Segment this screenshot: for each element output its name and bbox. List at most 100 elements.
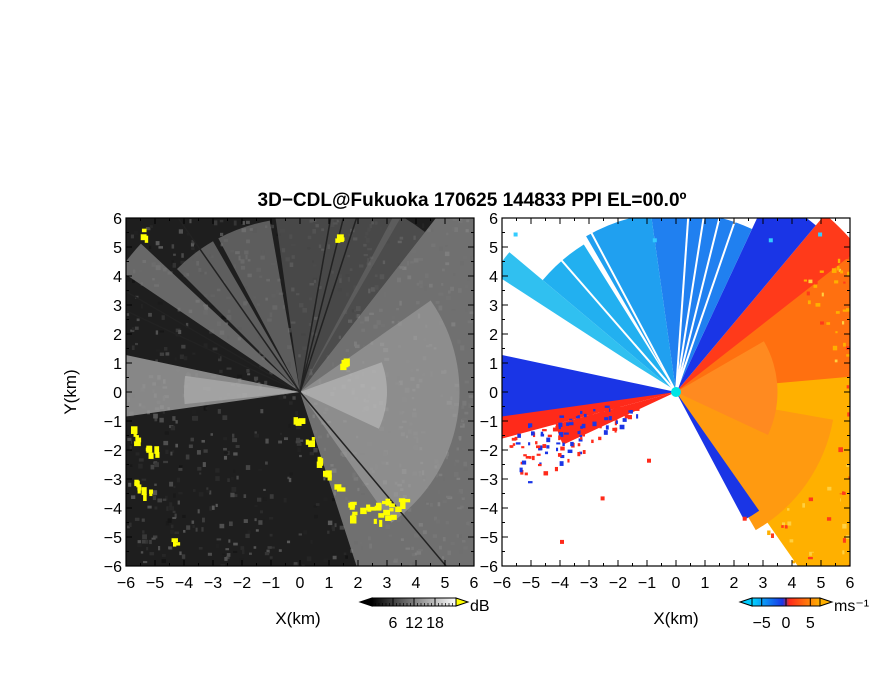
velocity-speck bbox=[604, 405, 610, 408]
velocity-speck bbox=[566, 422, 570, 426]
velocity-speck bbox=[544, 451, 549, 455]
velocity-speck bbox=[543, 417, 547, 421]
noise-speck bbox=[159, 330, 164, 333]
noise-speck bbox=[130, 329, 135, 332]
velocity-speck bbox=[837, 463, 842, 469]
velocity-speck bbox=[570, 441, 574, 447]
overflow-patch bbox=[374, 505, 382, 511]
noise-speck bbox=[332, 497, 336, 502]
noise-speck bbox=[227, 450, 230, 455]
velocity-speck bbox=[846, 398, 849, 403]
velocity-speck bbox=[819, 270, 824, 273]
velocity-speck bbox=[535, 445, 541, 449]
noise-speck bbox=[186, 525, 191, 530]
velocity-speck bbox=[876, 290, 880, 294]
velocity-speck bbox=[575, 428, 580, 432]
velocity-speck bbox=[619, 402, 623, 406]
noise-speck bbox=[248, 552, 252, 555]
noise-speck bbox=[190, 437, 194, 442]
velocity-speck bbox=[859, 286, 861, 288]
noise-speck bbox=[135, 452, 140, 456]
y-tick-label: 6 bbox=[489, 211, 498, 228]
velocity-speck bbox=[817, 549, 821, 553]
noise-speck bbox=[149, 225, 153, 229]
noise-speck bbox=[138, 458, 144, 462]
noise-speck bbox=[314, 514, 318, 519]
velocity-speck bbox=[859, 435, 864, 438]
colorbar-tick-label: 5 bbox=[806, 615, 815, 632]
y-tick-label: 4 bbox=[489, 269, 498, 286]
velocity-speck bbox=[835, 486, 840, 491]
overflow-patch bbox=[385, 515, 392, 521]
velocity-speck bbox=[824, 549, 828, 554]
noise-speck bbox=[229, 521, 233, 527]
noise-speck bbox=[152, 490, 158, 496]
velocity-speck bbox=[613, 415, 617, 418]
noise-speck bbox=[288, 477, 292, 483]
noise-speck bbox=[253, 546, 257, 549]
y-tick-label: 3 bbox=[489, 298, 498, 315]
noise-speck bbox=[247, 530, 251, 535]
noise-speck bbox=[201, 439, 205, 443]
velocity-speck bbox=[647, 458, 651, 463]
velocity-speck bbox=[832, 345, 838, 351]
noise-speck bbox=[172, 516, 177, 520]
noise-speck bbox=[279, 432, 283, 435]
noise-speck bbox=[260, 409, 264, 414]
x-tick-label: 6 bbox=[470, 575, 479, 592]
noise-speck bbox=[179, 465, 183, 468]
velocity-speck bbox=[866, 488, 869, 492]
noise-speck bbox=[191, 409, 197, 415]
noise-speck bbox=[199, 472, 202, 475]
noise-speck bbox=[140, 303, 143, 309]
velocity-panel: −6 −5 −4 −3 −2 −1 0 1 2 3 4 5 6 −6 −5 −4 −3 −2 −1 0 1 2 3 4 5 6 X… bbox=[480, 211, 880, 628]
noise-speck bbox=[298, 533, 302, 536]
y-tick-label: −1 bbox=[104, 414, 122, 431]
overflow-patch bbox=[154, 446, 160, 454]
velocity-speck bbox=[868, 412, 872, 416]
velocity-speck bbox=[856, 370, 861, 374]
velocity-speck bbox=[577, 451, 581, 457]
velocity-speck bbox=[864, 527, 868, 532]
noise-speck bbox=[332, 526, 335, 532]
noise-speck bbox=[192, 489, 196, 492]
noise-speck bbox=[264, 552, 270, 556]
velocity-speck bbox=[624, 414, 629, 419]
noise-speck bbox=[191, 240, 195, 244]
y-tick-label: 0 bbox=[489, 385, 498, 402]
noise-speck bbox=[225, 555, 230, 560]
noise-speck bbox=[169, 481, 174, 487]
velocity-speck bbox=[848, 564, 850, 566]
noise-speck bbox=[230, 476, 234, 481]
noise-speck bbox=[148, 312, 152, 317]
velocity-xlabel: X(km) bbox=[653, 609, 698, 628]
velocity-speck bbox=[846, 354, 850, 357]
velocity-speck bbox=[604, 417, 609, 421]
noise-speck bbox=[269, 516, 274, 520]
velocity-speck bbox=[842, 560, 848, 563]
y-tick-label: 0 bbox=[113, 385, 122, 402]
velocity-speck bbox=[563, 432, 569, 435]
noise-speck bbox=[170, 451, 173, 456]
velocity-sectors bbox=[502, 218, 880, 566]
velocity-speck bbox=[614, 407, 618, 413]
velocity-speck bbox=[834, 280, 839, 284]
velocity-speck bbox=[528, 442, 531, 446]
noise-speck bbox=[269, 556, 273, 559]
velocity-speck bbox=[536, 453, 541, 456]
noise-speck bbox=[224, 556, 228, 561]
overflow-patch bbox=[131, 428, 136, 434]
intensity-panel: −6 −5 −4 −3 −2 −1 0 1 2 3 4 5 6 −6 −5 −4 −3 −2 −1 0 1 2 3 4 5 6 X… bbox=[61, 211, 479, 628]
velocity-speck bbox=[869, 521, 874, 524]
overflow-patch bbox=[141, 487, 147, 496]
velocity-speck bbox=[854, 351, 858, 355]
noise-speck bbox=[233, 469, 236, 474]
x-tick-label: 1 bbox=[325, 575, 334, 592]
noise-speck bbox=[161, 553, 166, 557]
noise-speck bbox=[220, 243, 223, 247]
noise-speck bbox=[182, 514, 186, 518]
velocity-speck bbox=[875, 375, 880, 379]
velocity-speck bbox=[838, 268, 842, 272]
velocity-speck bbox=[614, 418, 618, 421]
noise-speck bbox=[178, 492, 183, 495]
